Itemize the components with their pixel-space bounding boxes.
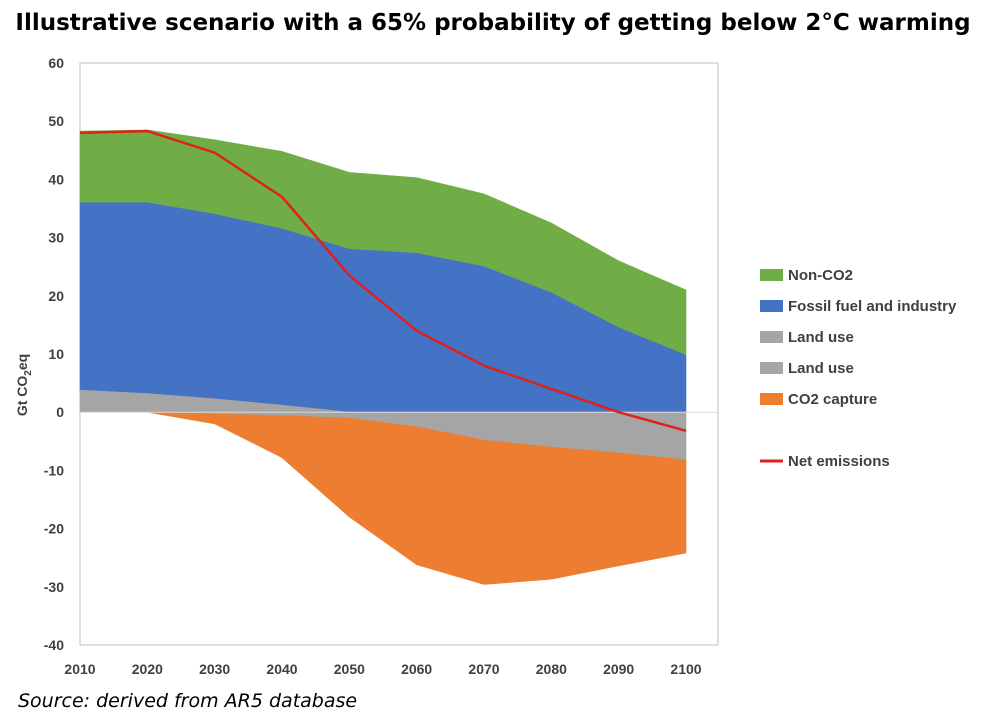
legend-swatch [760,362,783,374]
x-tick-label: 2040 [266,661,297,677]
legend-swatch [760,393,783,405]
legend-swatch [760,331,783,343]
y-tick-label: 40 [48,171,64,187]
legend-label: Land use [788,329,854,346]
legend-swatch [760,269,783,281]
area-series-4 [80,411,687,585]
x-tick-label: 2050 [334,661,365,677]
chart-title: Illustrative scenario with a 65% probabi… [15,10,971,36]
x-axis: 2010 2020 2030 2040 2050 2060 2070 2080 2090 2100 [64,661,701,677]
y-tick-label: 0 [56,404,64,420]
net-emissions-line [79,129,687,433]
y-axis: -40 -30 -20 -10 0 10 20 30 40 50 60 [44,55,64,653]
areas [79,129,687,585]
y-axis-label: Gt CO2eq [14,354,34,416]
legend-item: Non-CO2 [760,267,853,284]
x-tick-label: 2060 [401,661,432,677]
legend-label: Land use [788,360,854,377]
y-tick-label: -20 [44,521,64,537]
y-axis-label-tail: eq [14,354,30,370]
legend-item: Land use [760,329,854,346]
legend-label: Non-CO2 [788,267,853,284]
x-tick-label: 2100 [670,661,701,677]
y-tick-label: -40 [44,637,64,653]
legend-label: CO2 capture [788,391,877,408]
x-tick-label: 2030 [199,661,230,677]
x-tick-label: 2090 [603,661,634,677]
legend-item: Land use [760,360,854,377]
legend-label: Net emissions [788,453,890,470]
chart-source: Source: derived from AR5 database [18,690,358,712]
legend-label: Fossil fuel and industry [788,298,957,315]
x-tick-label: 2070 [468,661,499,677]
y-tick-label: 30 [48,230,64,246]
legend-item: Net emissions [760,453,890,470]
x-tick-label: 2080 [536,661,567,677]
y-tick-label: 20 [48,288,64,304]
y-tick-label: 60 [48,55,64,71]
y-axis-label-main: Gt CO [14,376,30,417]
x-tick-label: 2010 [64,661,95,677]
y-axis-label-subscript: 2 [23,370,34,376]
y-tick-label: 50 [48,113,64,129]
legend-item: Fossil fuel and industry [760,298,957,315]
legend: Non-CO2 Fossil fuel and industry Land use L… [760,267,957,470]
legend-item: CO2 capture [760,391,877,408]
legend-swatch [760,300,783,312]
y-tick-label: -10 [44,462,64,478]
svg-text:Gt CO2eq: Gt CO2eq [14,354,34,416]
y-tick-label: -30 [44,579,64,595]
x-tick-label: 2020 [132,661,163,677]
y-tick-label: 10 [48,346,64,362]
